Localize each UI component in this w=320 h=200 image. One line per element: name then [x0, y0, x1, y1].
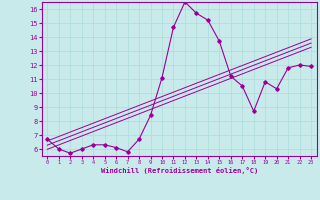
X-axis label: Windchill (Refroidissement éolien,°C): Windchill (Refroidissement éolien,°C) [100, 167, 258, 174]
